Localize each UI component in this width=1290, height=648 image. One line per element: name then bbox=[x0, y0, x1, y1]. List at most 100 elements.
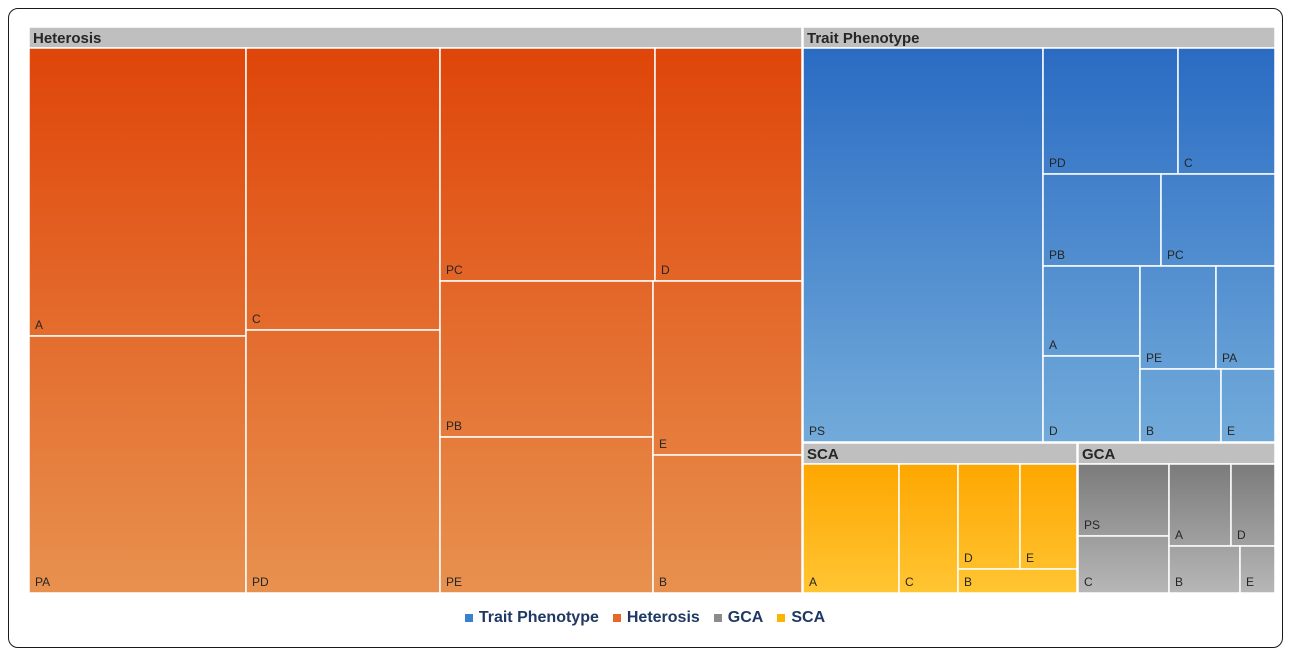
tile-label-heterosis-pd: PD bbox=[252, 575, 269, 589]
tile-heterosis-a[interactable]: A bbox=[28, 47, 247, 337]
tile-trait-phenotype-b[interactable]: B bbox=[1139, 368, 1222, 443]
tile-rect-sca-b bbox=[957, 568, 1078, 594]
tile-label-sca-a: A bbox=[809, 575, 817, 589]
tile-rect-gca-b bbox=[1168, 545, 1241, 594]
tile-label-heterosis-b: B bbox=[659, 575, 667, 589]
tile-label-gca-d: D bbox=[1237, 528, 1246, 542]
tile-heterosis-pe[interactable]: PE bbox=[439, 436, 654, 594]
tile-gca-ps[interactable]: PS bbox=[1077, 463, 1170, 537]
tile-rect-gca-e bbox=[1239, 545, 1276, 594]
tile-gca-d[interactable]: D bbox=[1230, 463, 1276, 547]
tile-label-heterosis-c: C bbox=[252, 312, 261, 326]
legend-swatch-sca bbox=[777, 614, 786, 622]
tile-trait-phenotype-e[interactable]: E bbox=[1220, 368, 1276, 443]
tile-rect-heterosis-a bbox=[28, 47, 247, 337]
tile-trait-phenotype-d[interactable]: D bbox=[1042, 355, 1141, 443]
tile-rect-trait-phenotype-d bbox=[1042, 355, 1141, 443]
tile-trait-phenotype-pa[interactable]: PA bbox=[1215, 265, 1276, 370]
group-title-trait-phenotype: Trait Phenotype bbox=[807, 30, 920, 47]
tile-label-trait-phenotype-pa: PA bbox=[1222, 351, 1237, 365]
tile-rect-trait-phenotype-pa bbox=[1215, 265, 1276, 370]
legend-label-heterosis: Heterosis bbox=[626, 609, 700, 626]
tile-rect-heterosis-b bbox=[652, 454, 803, 594]
legend-label-gca: GCA bbox=[727, 609, 764, 626]
tile-label-gca-c: C bbox=[1084, 575, 1093, 589]
group-header-heterosis bbox=[28, 26, 803, 49]
tile-rect-gca-d bbox=[1230, 463, 1276, 547]
tile-sca-e[interactable]: E bbox=[1019, 463, 1078, 570]
tile-heterosis-e[interactable]: E bbox=[652, 280, 803, 456]
tile-trait-phenotype-pc[interactable]: PC bbox=[1160, 173, 1276, 267]
tile-rect-trait-phenotype-e bbox=[1220, 368, 1276, 443]
tile-label-trait-phenotype-d: D bbox=[1049, 424, 1058, 438]
tile-label-heterosis-a: A bbox=[35, 318, 43, 332]
tile-rect-heterosis-pc bbox=[439, 47, 656, 282]
tile-heterosis-pa[interactable]: PA bbox=[28, 335, 247, 594]
tile-trait-phenotype-pb[interactable]: PB bbox=[1042, 173, 1162, 267]
group-header-sca bbox=[802, 442, 1078, 465]
tile-rect-heterosis-pa bbox=[28, 335, 247, 594]
tile-rect-trait-phenotype-pd bbox=[1042, 47, 1179, 175]
tile-rect-trait-phenotype-c bbox=[1177, 47, 1276, 175]
legend-item-heterosis[interactable]: Heterosis bbox=[612, 609, 700, 627]
tile-gca-e[interactable]: E bbox=[1239, 545, 1276, 594]
legend-item-sca[interactable]: SCA bbox=[777, 609, 825, 627]
tile-rect-gca-ps bbox=[1077, 463, 1170, 537]
legend-label-trait-phenotype: Trait Phenotype bbox=[478, 609, 599, 626]
tile-heterosis-b[interactable]: B bbox=[652, 454, 803, 594]
tile-label-heterosis-pb: PB bbox=[446, 419, 462, 433]
legend-label-sca: SCA bbox=[791, 609, 826, 626]
tile-rect-sca-a bbox=[802, 463, 900, 594]
tile-label-trait-phenotype-ps: PS bbox=[809, 424, 825, 438]
tile-rect-trait-phenotype-b bbox=[1139, 368, 1222, 443]
tile-trait-phenotype-ps[interactable]: PS bbox=[802, 47, 1044, 443]
tile-label-gca-ps: PS bbox=[1084, 518, 1100, 532]
tile-label-trait-phenotype-pb: PB bbox=[1049, 248, 1065, 262]
legend-item-gca[interactable]: GCA bbox=[713, 609, 764, 627]
tile-rect-heterosis-e bbox=[652, 280, 803, 456]
tile-heterosis-pb[interactable]: PB bbox=[439, 280, 654, 438]
tile-heterosis-d[interactable]: D bbox=[654, 47, 803, 282]
tile-trait-phenotype-a[interactable]: A bbox=[1042, 265, 1141, 357]
tile-label-sca-d: D bbox=[964, 551, 973, 565]
tile-label-trait-phenotype-pe: PE bbox=[1146, 351, 1162, 365]
tile-trait-phenotype-pe[interactable]: PE bbox=[1139, 265, 1217, 370]
tile-heterosis-c[interactable]: C bbox=[245, 47, 441, 331]
tile-label-heterosis-pa: PA bbox=[35, 575, 50, 589]
tile-rect-heterosis-pb bbox=[439, 280, 654, 438]
tile-trait-phenotype-c[interactable]: C bbox=[1177, 47, 1276, 175]
tile-sca-b[interactable]: B bbox=[957, 568, 1078, 594]
tile-rect-gca-c bbox=[1077, 535, 1170, 594]
tile-sca-c[interactable]: C bbox=[898, 463, 959, 594]
tile-label-trait-phenotype-pc: PC bbox=[1167, 248, 1184, 262]
tile-label-sca-c: C bbox=[905, 575, 914, 589]
tile-label-heterosis-pe: PE bbox=[446, 575, 462, 589]
tile-gca-a[interactable]: A bbox=[1168, 463, 1232, 547]
tile-rect-sca-c bbox=[898, 463, 959, 594]
tile-trait-phenotype-pd[interactable]: PD bbox=[1042, 47, 1179, 175]
tile-gca-c[interactable]: C bbox=[1077, 535, 1170, 594]
tile-rect-heterosis-c bbox=[245, 47, 441, 331]
tile-sca-a[interactable]: A bbox=[802, 463, 900, 594]
group-title-sca: SCA bbox=[807, 446, 839, 463]
tile-rect-trait-phenotype-pb bbox=[1042, 173, 1162, 267]
legend-swatch-trait-phenotype bbox=[464, 614, 473, 622]
tile-gca-b[interactable]: B bbox=[1168, 545, 1241, 594]
tile-label-heterosis-d: D bbox=[661, 263, 670, 277]
legend-swatch-gca bbox=[713, 614, 722, 622]
tile-label-trait-phenotype-e: E bbox=[1227, 424, 1235, 438]
tile-sca-d[interactable]: D bbox=[957, 463, 1021, 570]
legend-item-trait-phenotype[interactable]: Trait Phenotype bbox=[464, 609, 599, 627]
tile-rect-heterosis-d bbox=[654, 47, 803, 282]
tile-rect-sca-e bbox=[1019, 463, 1078, 570]
tile-rect-trait-phenotype-ps bbox=[802, 47, 1044, 443]
group-title-heterosis: Heterosis bbox=[33, 30, 101, 47]
tile-heterosis-pd[interactable]: PD bbox=[245, 329, 441, 594]
chart-legend: Trait Phenotype Heterosis GCA SCA bbox=[0, 606, 1290, 630]
legend-swatch-heterosis bbox=[612, 614, 621, 622]
tile-label-gca-b: B bbox=[1175, 575, 1183, 589]
treemap-chart: Heterosis A PA C PD PC D PB PE E B Trait Phenotype P… bbox=[28, 26, 1276, 594]
tile-heterosis-pc[interactable]: PC bbox=[439, 47, 656, 282]
tile-rect-heterosis-pd bbox=[245, 329, 441, 594]
tile-rect-heterosis-pe bbox=[439, 436, 654, 594]
